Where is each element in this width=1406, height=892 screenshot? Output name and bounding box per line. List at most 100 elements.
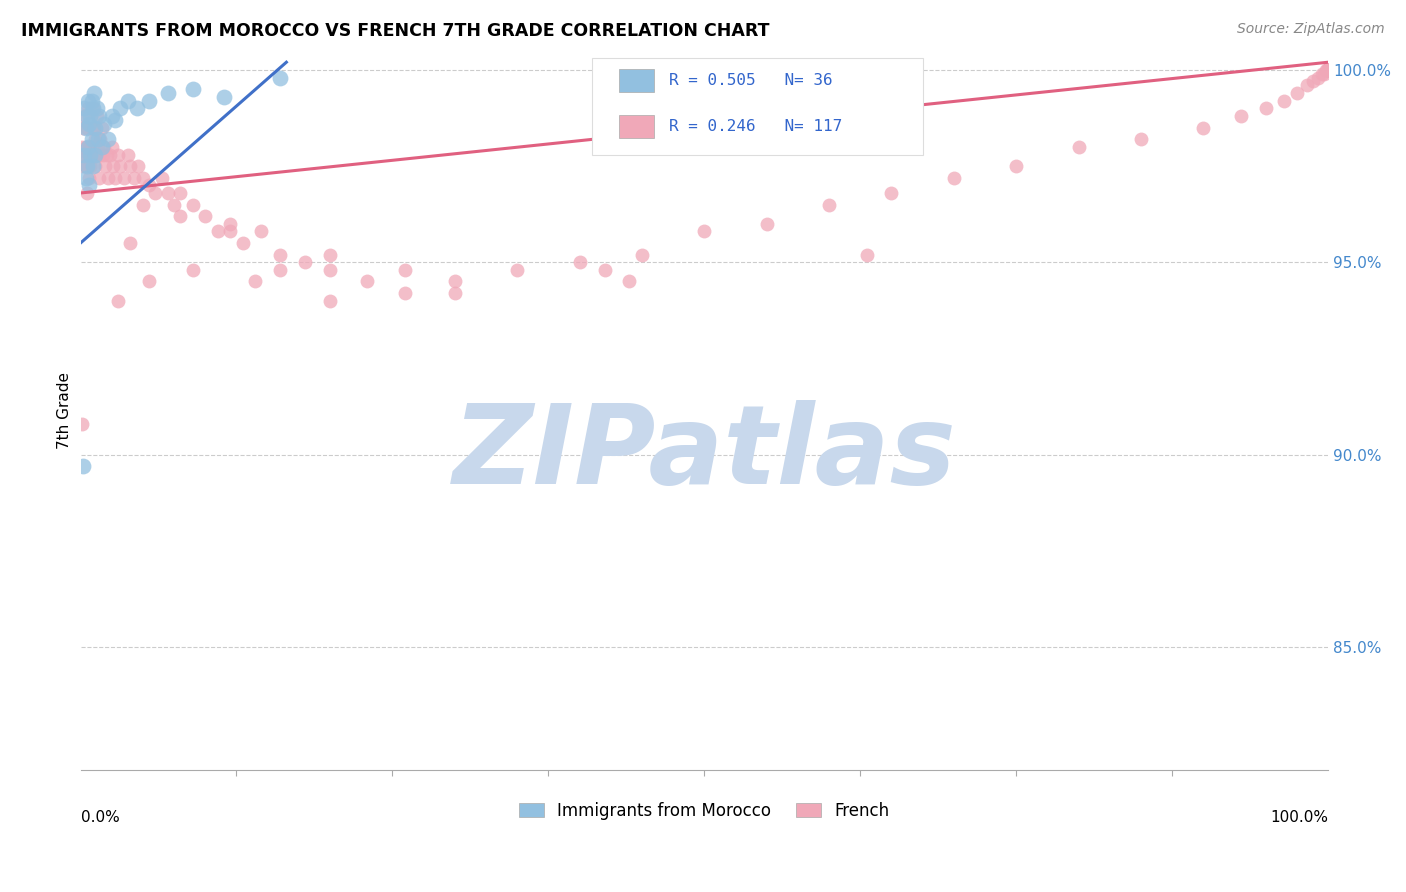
Point xyxy=(117,94,139,108)
Point xyxy=(104,170,127,185)
Point xyxy=(138,178,160,193)
Point xyxy=(70,417,93,431)
Point xyxy=(79,159,101,173)
Point xyxy=(693,224,716,238)
Point xyxy=(132,197,155,211)
Point xyxy=(97,132,120,146)
Point xyxy=(568,255,591,269)
Point xyxy=(122,170,145,185)
Point xyxy=(76,147,98,161)
Point xyxy=(1230,109,1253,123)
Point xyxy=(91,147,114,161)
Point xyxy=(79,140,101,154)
Point xyxy=(80,132,103,146)
Point xyxy=(79,109,101,123)
Point xyxy=(93,140,115,154)
Point xyxy=(97,170,120,185)
Point xyxy=(269,247,291,261)
Point xyxy=(855,247,877,261)
Point xyxy=(73,109,96,123)
Point xyxy=(75,120,97,135)
Point xyxy=(1308,70,1330,85)
Point xyxy=(269,263,291,277)
Point xyxy=(101,159,124,173)
Y-axis label: 7th Grade: 7th Grade xyxy=(58,372,72,449)
Point xyxy=(77,117,100,131)
Point xyxy=(77,178,100,193)
Point xyxy=(1067,140,1090,154)
Point xyxy=(86,147,108,161)
Point xyxy=(77,102,100,116)
Point xyxy=(269,70,291,85)
Point xyxy=(356,275,378,289)
Point xyxy=(76,186,98,200)
Point xyxy=(86,102,108,116)
Point xyxy=(89,147,111,161)
Point xyxy=(1316,62,1339,77)
Point xyxy=(96,147,118,161)
Point xyxy=(219,217,242,231)
Point xyxy=(83,147,105,161)
Bar xyxy=(620,115,654,137)
Point xyxy=(89,132,111,146)
Point xyxy=(77,140,100,154)
Point xyxy=(104,112,127,127)
Point xyxy=(72,159,94,173)
Point xyxy=(79,147,101,161)
Point xyxy=(82,102,104,116)
Point xyxy=(1317,62,1340,77)
Point xyxy=(1317,62,1340,77)
Point xyxy=(156,186,179,200)
Point xyxy=(76,159,98,173)
Point xyxy=(145,186,167,200)
Point xyxy=(120,235,142,250)
Text: 0.0%: 0.0% xyxy=(80,810,120,824)
Point xyxy=(294,255,316,269)
Point xyxy=(1317,62,1340,77)
Point xyxy=(181,263,204,277)
Point xyxy=(138,275,160,289)
Point xyxy=(82,140,104,154)
Point xyxy=(243,275,266,289)
Legend: Immigrants from Morocco, French: Immigrants from Morocco, French xyxy=(512,795,897,826)
Point xyxy=(1313,67,1336,81)
Point xyxy=(83,120,105,135)
Point xyxy=(1192,120,1215,135)
Point xyxy=(169,186,191,200)
Point xyxy=(1317,62,1340,77)
Point xyxy=(1317,62,1340,77)
Point xyxy=(219,224,242,238)
Point xyxy=(73,102,96,116)
Point xyxy=(181,197,204,211)
Point xyxy=(250,224,273,238)
Point xyxy=(80,120,103,135)
Point xyxy=(755,217,778,231)
Text: ZIPatlas: ZIPatlas xyxy=(453,400,956,507)
Point xyxy=(443,285,465,300)
Point xyxy=(319,293,342,308)
Point xyxy=(120,159,142,173)
Point xyxy=(75,159,97,173)
Point xyxy=(77,140,100,154)
Point xyxy=(1130,132,1153,146)
Point xyxy=(1317,62,1340,77)
Point xyxy=(84,132,107,146)
Point xyxy=(112,170,135,185)
Point xyxy=(127,159,149,173)
Point xyxy=(84,147,107,161)
Point xyxy=(163,197,186,211)
Point xyxy=(76,120,98,135)
Text: IMMIGRANTS FROM MOROCCO VS FRENCH 7TH GRADE CORRELATION CHART: IMMIGRANTS FROM MOROCCO VS FRENCH 7TH GR… xyxy=(21,22,769,40)
Point xyxy=(1317,62,1340,77)
Point xyxy=(394,263,416,277)
Point xyxy=(75,170,97,185)
Point xyxy=(1317,62,1340,77)
Point xyxy=(1005,159,1028,173)
Text: R = 0.505   N= 36: R = 0.505 N= 36 xyxy=(669,73,832,88)
Point xyxy=(77,147,100,161)
Point xyxy=(138,94,160,108)
Point xyxy=(117,147,139,161)
Text: Source: ZipAtlas.com: Source: ZipAtlas.com xyxy=(1237,22,1385,37)
Point xyxy=(1254,102,1277,116)
Point xyxy=(82,159,104,173)
